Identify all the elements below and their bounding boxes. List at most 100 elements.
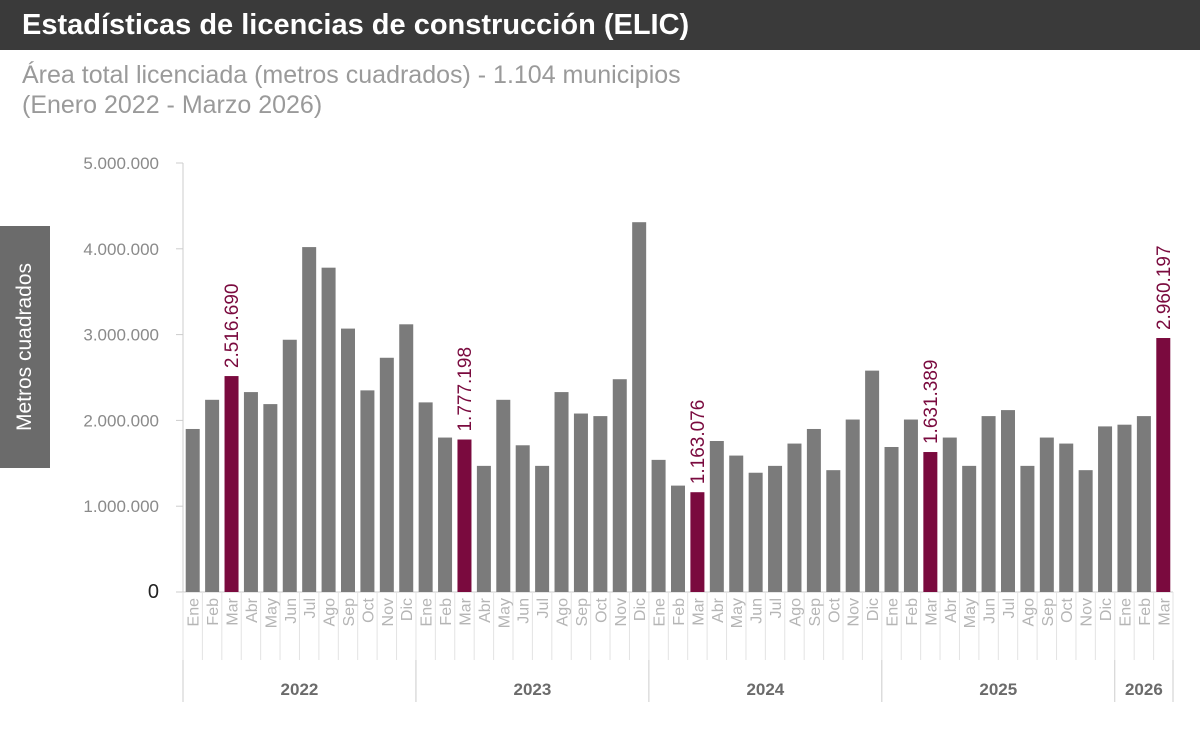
bar: [321, 267, 336, 592]
x-tick-label: Oct: [593, 597, 610, 622]
y-tick-label: 5.000.000: [83, 154, 159, 173]
bar: [554, 392, 569, 592]
bar: [962, 465, 977, 592]
bar: [1098, 426, 1113, 592]
bar: [1020, 465, 1035, 592]
bar: [399, 324, 414, 592]
x-tick-label: Feb: [904, 598, 921, 626]
x-tick-label: Jun: [749, 598, 766, 624]
bar: [1001, 410, 1015, 592]
x-tick-label: Sep: [574, 598, 591, 627]
x-tick-label: Jun: [516, 598, 533, 624]
bar: [515, 445, 530, 592]
bar: [671, 485, 685, 592]
x-tick-label: Ene: [885, 598, 902, 627]
bar-data-label: 1.631.389: [921, 359, 942, 444]
y-tick-label: 4.000.000: [83, 240, 159, 259]
x-tick-label: Sep: [341, 598, 358, 627]
chart-header: Estadísticas de licencias de construcció…: [0, 0, 1200, 50]
bar: [612, 379, 627, 592]
x-tick-label: Ago: [555, 598, 572, 627]
x-tick-label: Mar: [225, 597, 242, 625]
bar-data-label: 2.516.690: [222, 284, 243, 369]
bar-data-label: 2.960.197: [1154, 245, 1175, 330]
x-tick-label: Mar: [1156, 597, 1173, 625]
bar: [632, 222, 647, 592]
x-tick-label: Jul: [768, 598, 785, 618]
bar: [457, 439, 472, 592]
year-label: 2025: [979, 680, 1017, 699]
bar: [593, 416, 608, 592]
bar: [535, 465, 550, 592]
x-tick-label: Ene: [419, 598, 436, 627]
y-tick-label: 3.000.000: [83, 326, 159, 345]
bar: [806, 428, 821, 592]
x-tick-label: May: [496, 598, 513, 628]
bar: [1078, 470, 1093, 592]
year-label: 2023: [513, 680, 551, 699]
x-tick-label: Jul: [1001, 598, 1018, 618]
bar: [1136, 416, 1151, 592]
chart-title: Estadísticas de licencias de construcció…: [22, 9, 690, 41]
x-tick-label: Nov: [846, 598, 863, 626]
bar: [884, 446, 899, 592]
bar: [787, 443, 802, 592]
bar: [360, 390, 375, 592]
x-tick-label: Abr: [244, 597, 261, 623]
chart-subtitle: Área total licenciada (metros cuadrados)…: [22, 60, 681, 120]
bar: [690, 492, 705, 592]
x-tick-label: Ago: [787, 598, 804, 627]
bar: [185, 428, 200, 592]
x-tick-label: Feb: [671, 598, 688, 626]
bar: [282, 339, 297, 592]
bar: [865, 370, 880, 592]
x-tick-label: Dic: [1098, 598, 1115, 621]
x-tick-label: Dic: [399, 598, 416, 621]
bar: [1156, 338, 1171, 592]
bar: [709, 440, 724, 592]
bar: [418, 402, 433, 592]
x-tick-label: Abr: [710, 597, 727, 623]
bar: [379, 357, 394, 592]
bar: [1117, 424, 1132, 592]
x-tick-label: Mar: [690, 597, 707, 625]
bar: [438, 437, 453, 592]
bar: [748, 472, 763, 592]
x-tick-label: Sep: [807, 598, 824, 627]
bar-data-label: 1.163.076: [688, 400, 709, 485]
x-tick-label: Nov: [613, 598, 630, 626]
bar: [205, 399, 220, 592]
bar: [341, 328, 355, 592]
x-tick-label: Abr: [943, 597, 960, 623]
x-tick-label: May: [263, 598, 280, 628]
subtitle-line-2: (Enero 2022 - Marzo 2026): [22, 91, 323, 119]
x-tick-label: Feb: [1137, 598, 1154, 626]
x-tick-label: May: [962, 598, 979, 628]
x-tick-label: Sep: [1040, 598, 1057, 627]
x-tick-label: Ago: [322, 598, 339, 627]
y-tick-label: 1.000.000: [83, 497, 159, 516]
x-tick-label: Feb: [205, 598, 222, 626]
bar: [942, 437, 957, 592]
x-tick-label: Jul: [535, 598, 552, 618]
x-tick-label: Oct: [826, 597, 843, 622]
x-tick-label: Abr: [477, 597, 494, 623]
x-tick-label: Feb: [438, 598, 455, 626]
bar: [1039, 437, 1054, 592]
subtitle-line-1: Área total licenciada (metros cuadrados)…: [22, 61, 681, 89]
x-tick-label: May: [729, 598, 746, 628]
x-tick-label: Mar: [457, 597, 474, 625]
bar: [845, 419, 860, 592]
y-tick-label: 2.000.000: [83, 411, 159, 430]
x-tick-label: Oct: [1059, 597, 1076, 622]
bar: [476, 465, 491, 592]
bar: [496, 399, 511, 592]
x-tick-label: Ene: [652, 598, 669, 627]
x-tick-label: Jun: [283, 598, 300, 624]
bar-data-label: 1.777.198: [455, 347, 476, 432]
x-tick-label: Ene: [1117, 598, 1134, 627]
bar: [224, 376, 239, 592]
x-tick-label: Ago: [1020, 598, 1037, 627]
bar: [826, 470, 841, 592]
